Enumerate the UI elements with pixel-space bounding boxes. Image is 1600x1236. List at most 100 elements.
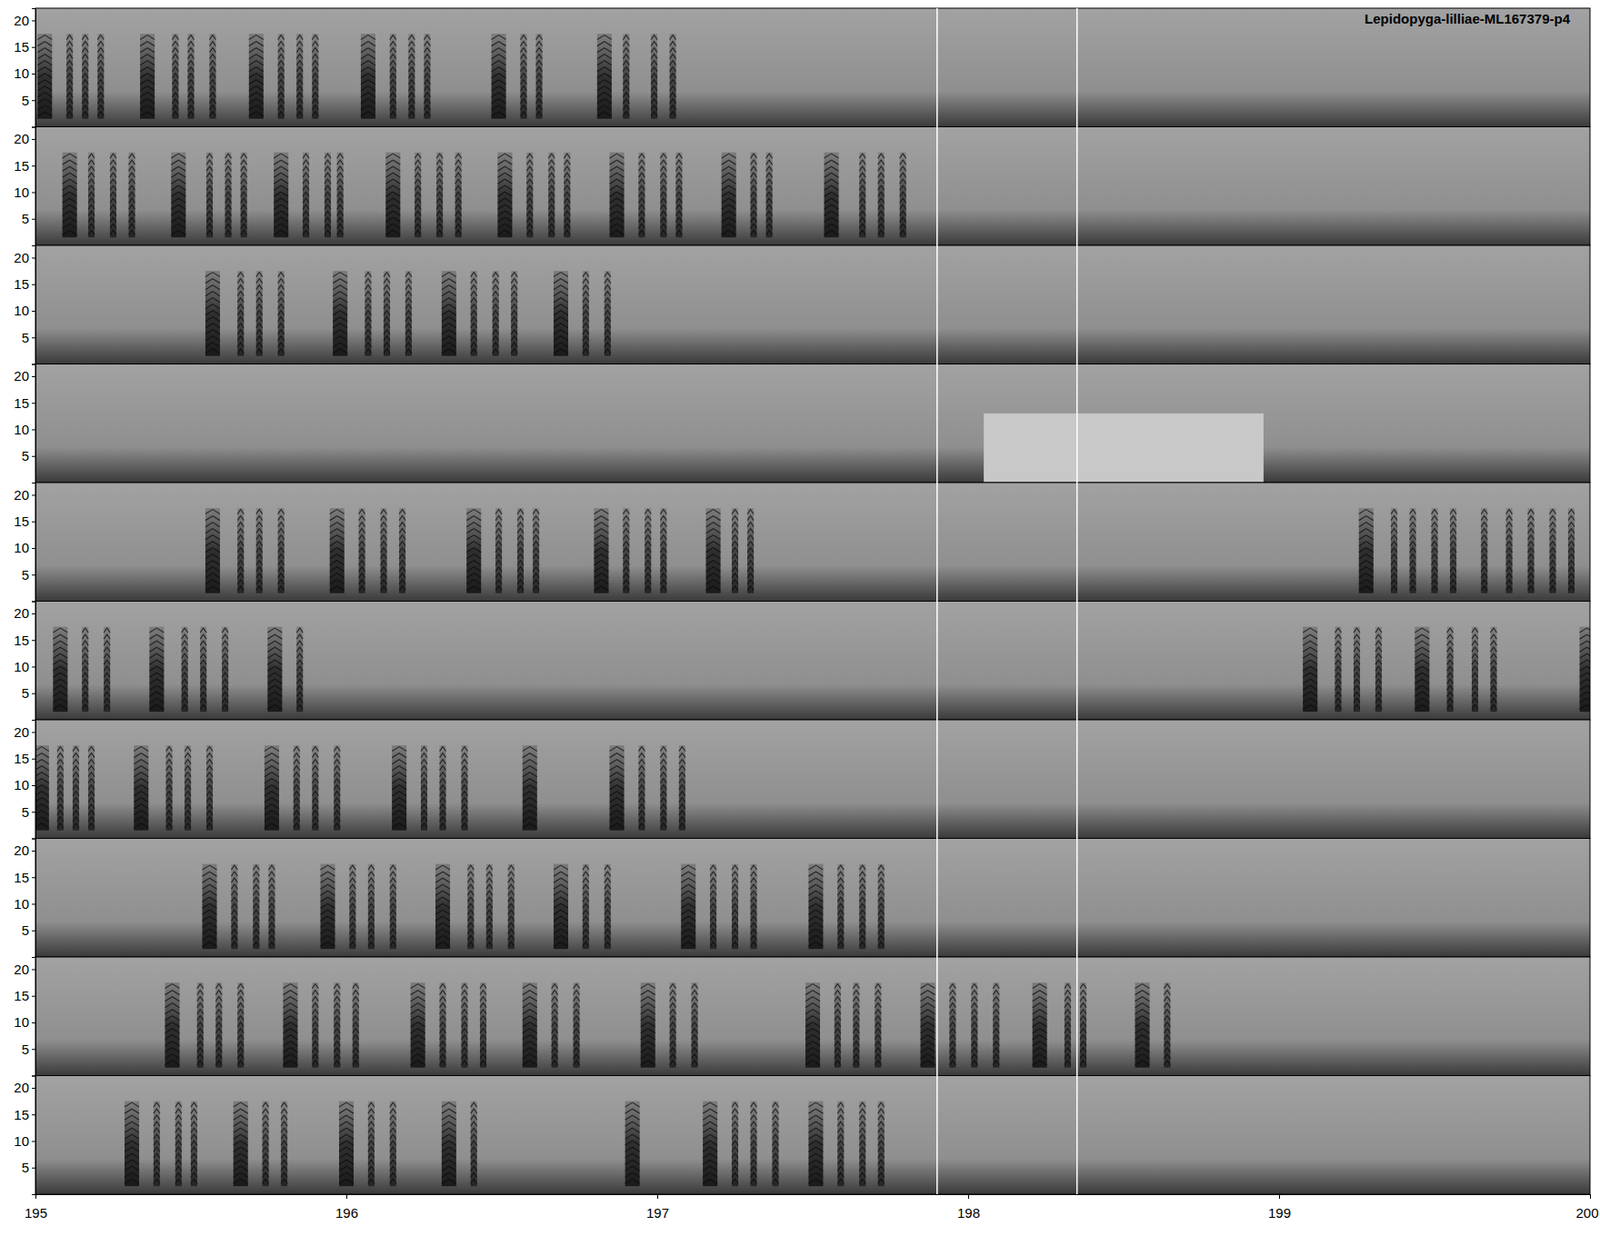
note-striation bbox=[992, 984, 1000, 1066]
note bbox=[522, 745, 538, 831]
note-body bbox=[522, 745, 538, 831]
note bbox=[252, 864, 260, 950]
note-striation bbox=[532, 510, 540, 591]
note-striation bbox=[441, 1102, 457, 1184]
row-background bbox=[35, 127, 1590, 247]
note-striation bbox=[604, 865, 611, 947]
note-body bbox=[900, 152, 907, 239]
note bbox=[548, 152, 555, 239]
note-body bbox=[1568, 508, 1575, 594]
note-striation bbox=[88, 747, 95, 829]
note-body bbox=[638, 152, 645, 239]
note bbox=[610, 152, 625, 239]
y-tick-mark bbox=[31, 1088, 36, 1090]
note-striation bbox=[610, 747, 625, 829]
note bbox=[35, 745, 50, 831]
y-tick-mark bbox=[31, 574, 36, 576]
note-body bbox=[88, 745, 95, 831]
note bbox=[824, 152, 840, 239]
y-tick-mark bbox=[31, 640, 36, 641]
y-tick-mark bbox=[31, 165, 36, 167]
note bbox=[522, 982, 538, 1069]
y-tick: 20 bbox=[13, 368, 36, 384]
note-striation bbox=[1163, 984, 1170, 1066]
note-striation bbox=[1528, 510, 1535, 591]
note-striation bbox=[660, 747, 667, 829]
note-body bbox=[808, 1101, 823, 1188]
y-tick-mark bbox=[31, 376, 36, 378]
y-axis: 5101520 bbox=[13, 127, 36, 247]
note bbox=[390, 864, 397, 950]
note-striation bbox=[771, 1102, 779, 1184]
note-body bbox=[385, 152, 400, 239]
note bbox=[992, 982, 1000, 1069]
note-body bbox=[837, 1101, 844, 1188]
note bbox=[209, 33, 216, 120]
row: 5101520 bbox=[13, 245, 1590, 365]
x-tick-mark bbox=[968, 1194, 970, 1200]
note bbox=[706, 508, 721, 594]
note bbox=[359, 508, 366, 594]
note bbox=[88, 152, 95, 239]
note bbox=[1431, 508, 1439, 594]
row-frame bbox=[35, 245, 1590, 365]
note-body bbox=[480, 982, 487, 1069]
note bbox=[256, 508, 263, 594]
note-striation bbox=[240, 153, 248, 235]
note bbox=[302, 152, 310, 239]
note-striation bbox=[679, 747, 686, 829]
note bbox=[133, 745, 149, 831]
note bbox=[675, 152, 682, 239]
note bbox=[949, 982, 956, 1069]
note bbox=[330, 508, 345, 594]
y-tick-label: 15 bbox=[13, 158, 30, 174]
note-body bbox=[1506, 508, 1513, 594]
note bbox=[553, 864, 569, 950]
note bbox=[293, 745, 300, 831]
note-striation bbox=[522, 984, 538, 1066]
note-body bbox=[1414, 627, 1430, 713]
y-tick-label: 10 bbox=[13, 421, 30, 438]
y-tick-mark bbox=[31, 731, 36, 733]
y-tick-mark bbox=[31, 191, 36, 193]
note bbox=[320, 864, 335, 950]
note-striation bbox=[441, 272, 457, 354]
note bbox=[532, 508, 540, 594]
note bbox=[859, 152, 866, 239]
note-striation bbox=[278, 35, 285, 117]
y-tick-mark bbox=[31, 759, 36, 760]
note bbox=[440, 745, 447, 831]
note-body bbox=[597, 33, 612, 120]
note-striation bbox=[766, 153, 773, 235]
note-striation bbox=[81, 35, 89, 117]
note-striation bbox=[311, 35, 319, 117]
note-body bbox=[834, 982, 841, 1069]
note-striation bbox=[480, 984, 487, 1066]
note-body bbox=[249, 33, 264, 120]
row: 5101520 bbox=[13, 601, 1594, 721]
note-striation bbox=[805, 984, 820, 1066]
note-striation bbox=[731, 510, 739, 591]
note-striation bbox=[282, 984, 298, 1066]
y-tick-mark bbox=[31, 613, 36, 615]
row: 5101520 bbox=[13, 364, 1590, 484]
y-tick-mark bbox=[31, 996, 36, 998]
note-striation bbox=[859, 1102, 866, 1184]
note-striation bbox=[140, 35, 155, 117]
note-striation bbox=[35, 747, 50, 829]
note-striation bbox=[859, 153, 866, 235]
note-body bbox=[240, 152, 248, 239]
note-striation bbox=[333, 984, 340, 1066]
note bbox=[640, 982, 656, 1069]
note bbox=[492, 270, 500, 357]
plot-area bbox=[124, 1101, 885, 1188]
note-body bbox=[1375, 627, 1382, 713]
note-striation bbox=[852, 984, 860, 1066]
x-tick: 200 bbox=[1575, 1194, 1599, 1221]
note bbox=[57, 745, 64, 831]
note-body bbox=[273, 152, 289, 239]
note-body bbox=[460, 982, 468, 1069]
note-striation bbox=[37, 35, 52, 117]
note-body bbox=[604, 864, 611, 950]
plot-area bbox=[164, 982, 1170, 1069]
